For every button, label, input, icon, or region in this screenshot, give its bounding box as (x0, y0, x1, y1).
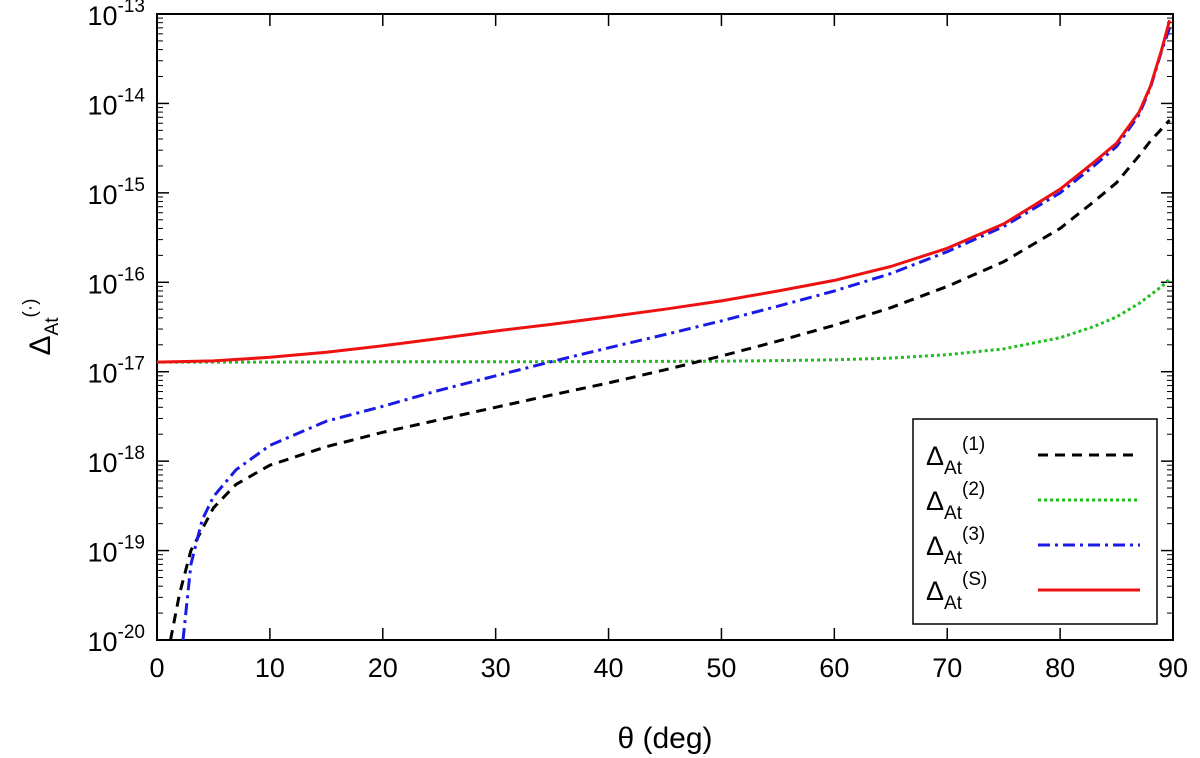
y-tick-label-exponent: -17 (118, 354, 145, 375)
legend-label-base: Δ (926, 441, 944, 471)
legend-label-sup: (1) (962, 434, 985, 455)
x-tick-label: 90 (1158, 653, 1188, 683)
y-tick-label-base: 10 (87, 90, 117, 120)
legend-label: ΔAt (S) (926, 569, 987, 614)
y-tick-label-base: 10 (87, 538, 117, 568)
series-line-1 (169, 119, 1171, 640)
y-tick-label: 10-13 (87, 0, 145, 31)
legend-label-sub: At (944, 503, 963, 524)
y-tick-label-base: 10 (87, 448, 117, 478)
y-tick-label-exponent: -13 (118, 0, 145, 17)
y-tick-label-base: 10 (87, 269, 117, 299)
legend-label-sub: At (944, 458, 963, 479)
plot-frame (156, 13, 1174, 641)
series-layer (157, 19, 1172, 640)
y-tick-label-base: 10 (87, 180, 117, 210)
x-tick-label: 50 (706, 653, 736, 683)
y-tick-label-base: 10 (87, 359, 117, 389)
x-tick-label: 30 (481, 653, 511, 683)
y-axis-title-base: Δ (24, 335, 57, 355)
y-tick-label-base: 10 (87, 627, 117, 657)
legend-label-sub: At (944, 548, 963, 569)
x-axis-title: θ (deg) (617, 722, 712, 755)
legend-label-sup: (S) (962, 569, 987, 590)
y-tick-label: 10-19 (87, 533, 145, 568)
legend-label-sup: (3) (962, 524, 985, 545)
y-tick-label: 10-20 (87, 622, 145, 657)
y-tick-label: 10-16 (87, 264, 145, 299)
x-tick-label: 70 (932, 653, 962, 683)
legend-label: ΔAt (3) (926, 524, 985, 569)
x-tick-label: 0 (149, 653, 164, 683)
x-tick-label: 60 (819, 653, 849, 683)
legend: ΔAt(1)ΔAt(2)ΔAt(3)ΔAt(S) (912, 418, 1158, 625)
legend-label-base: Δ (926, 531, 944, 561)
y-tick-label: 10-17 (87, 354, 145, 389)
legend-label: ΔAt (1) (926, 434, 985, 479)
legend-label-base: Δ (926, 576, 944, 606)
x-tick-label: 20 (368, 653, 398, 683)
legend-label-base: Δ (926, 486, 944, 516)
y-axis-title-sub: At (42, 317, 63, 336)
y-tick-label-exponent: -20 (118, 622, 145, 643)
x-tick-label: 10 (255, 653, 285, 683)
x-tick-label: 80 (1045, 653, 1075, 683)
series-line-4 (157, 19, 1172, 364)
series-line-3 (181, 27, 1172, 640)
legend-label-sub: At (944, 593, 963, 614)
y-tick-label: 10-18 (87, 443, 145, 478)
x-tick-labels: 0 10 20 30 40 50 60 70 80 90 (149, 653, 1188, 683)
x-tick-label: 40 (594, 653, 624, 683)
legend-label-sup: (2) (962, 479, 985, 500)
y-tick-label: 10-14 (87, 85, 145, 120)
y-tick-label-exponent: -15 (118, 175, 145, 196)
y-axis-title: ΔAt(·) (20, 299, 63, 356)
legend-label: ΔAt (2) (926, 479, 985, 524)
y-tick-label-base: 10 (87, 1, 117, 31)
y-tick-label-exponent: -14 (118, 85, 146, 106)
y-tick-label: 10-15 (87, 175, 145, 210)
y-tick-label-exponent: -19 (118, 533, 145, 554)
y-tick-label-exponent: -16 (118, 264, 145, 285)
y-axis-title-sup: (·) (20, 299, 41, 318)
series-line-2 (157, 278, 1171, 364)
y-tick-label-exponent: -18 (118, 443, 145, 464)
